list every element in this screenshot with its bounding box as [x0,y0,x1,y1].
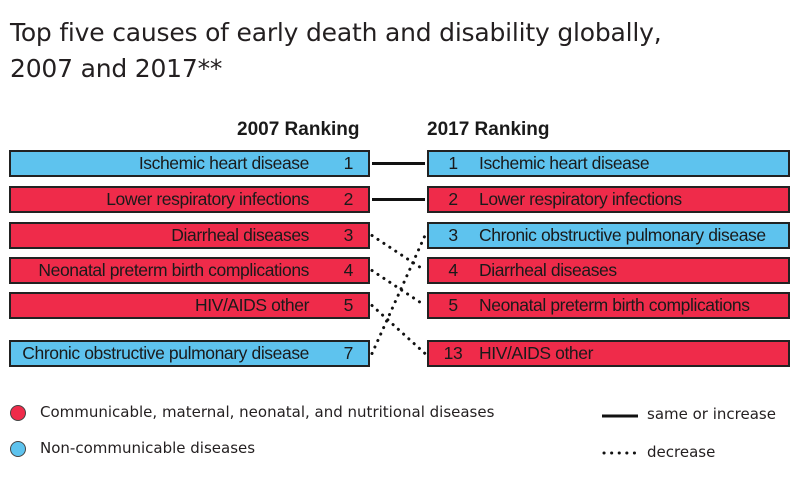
rank-number: 5 [343,295,354,315]
column-header-2007: 2007 Ranking [237,119,360,140]
rank-number: 4 [343,260,354,280]
cause-label: Diarrheal diseases [171,225,309,245]
cause-label: Ischemic heart disease [138,153,310,173]
rank-number: 2 [343,189,354,209]
cause-label: Neonatal preterm birth complications [38,260,309,280]
cause-label: Neonatal preterm birth complications [479,295,750,315]
rank-2007-row: Neonatal preterm birth complications 4 [9,257,370,284]
rank-2017-row: 3 Chronic obstructive pulmonary disease [427,222,790,249]
rank-number: 13 [443,343,463,363]
rank-number: 5 [448,295,458,315]
rank-2007-row: Chronic obstructive pulmonary disease 7 [9,340,370,367]
legend-label-noncommunicable: Non-communicable diseases [40,439,256,457]
rank-2017-row: 1 Ischemic heart disease [427,150,790,177]
chart-title-line1: Top five causes of early death and disab… [10,18,662,47]
chart-title-line2: 2007 and 2017** [10,54,223,83]
rank-number: 2 [448,189,458,209]
legend-label-communicable: Communicable, maternal, neonatal, and nu… [40,403,495,421]
rank-link-line [370,234,427,355]
rank-2017-row: 5 Neonatal preterm birth complications [427,292,790,319]
rank-2007-row: Ischemic heart disease 1 [9,150,370,177]
cause-label: Ischemic heart disease [479,153,650,173]
rank-2017-row: 4 Diarrheal diseases [427,257,790,284]
rank-number: 1 [343,153,354,173]
legend-swatch-noncommunicable [10,441,26,457]
cause-label: Chronic obstructive pulmonary disease [479,225,766,245]
rank-2007-row: HIV/AIDS other 5 [9,292,370,319]
rank-2007-row: Diarrheal diseases 3 [9,222,370,249]
legend-swatch-communicable [10,405,26,421]
legend-line-samples [602,414,640,455]
cause-label: Lower respiratory infections [479,189,682,209]
rank-number: 3 [448,225,458,245]
column-header-2017: 2017 Ranking [427,119,550,140]
rank-2017-row: 2 Lower respiratory infections [427,186,790,213]
rank-link-line [370,304,427,355]
cause-label: HIV/AIDS other [194,295,309,315]
cause-label: Chronic obstructive pulmonary disease [22,343,309,363]
rank-number: 7 [343,343,354,363]
rank-2007-row: Lower respiratory infections 2 [9,186,370,213]
rank-number: 3 [343,225,354,245]
rank-link-line [370,234,427,272]
rank-number: 4 [448,260,458,280]
cause-label: HIV/AIDS other [479,343,594,363]
cause-label: Lower respiratory infections [106,189,309,209]
legend-label-decrease: decrease [647,443,716,461]
cause-label: Diarrheal diseases [479,260,617,280]
legend-label-same-or-increase: same or increase [647,405,776,423]
rank-2017-row: 13 HIV/AIDS other [427,340,790,367]
rank-number: 1 [448,153,458,173]
rank-link-line [370,269,427,307]
